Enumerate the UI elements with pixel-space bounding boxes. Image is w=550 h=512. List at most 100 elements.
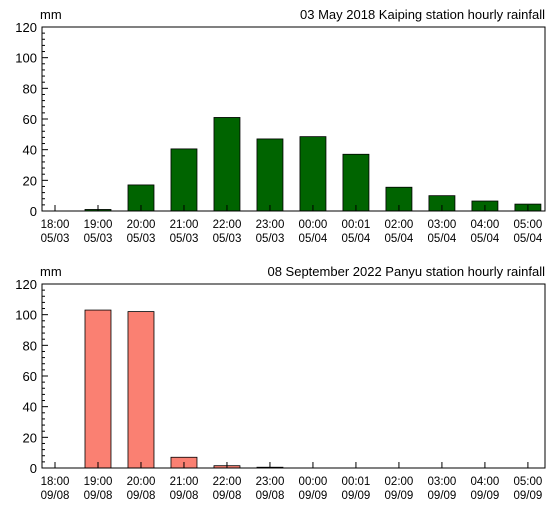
x-tick-label: 21:00 09/08 bbox=[170, 476, 199, 502]
x-tick-time: 18:00 bbox=[41, 476, 70, 488]
x-tick-date: 05/03 bbox=[127, 233, 156, 245]
x-tick-date: 05/03 bbox=[84, 233, 113, 245]
x-tick-time: 20:00 bbox=[127, 476, 156, 488]
x-tick-label: 23:00 09/08 bbox=[256, 476, 285, 502]
x-tick-date: 09/09 bbox=[385, 490, 414, 502]
bar bbox=[127, 184, 155, 212]
x-tick-label: 05:00 05/04 bbox=[514, 219, 543, 245]
x-tick-time: 18:00 bbox=[41, 219, 70, 231]
x-tick-label: 05:00 09/09 bbox=[514, 476, 543, 502]
y-tick-label: 100 bbox=[15, 308, 37, 323]
x-tick-date: 09/09 bbox=[342, 490, 371, 502]
bar bbox=[170, 148, 198, 212]
y-tick-label: 120 bbox=[15, 20, 37, 35]
x-tick-time: 05:00 bbox=[514, 219, 543, 231]
chart-title: 08 September 2022 Panyu station hourly r… bbox=[267, 264, 545, 279]
x-tick-date: 05/04 bbox=[299, 233, 328, 245]
y-tick-label: 40 bbox=[23, 400, 37, 415]
bar bbox=[342, 153, 370, 212]
x-tick-time: 05:00 bbox=[514, 476, 543, 488]
x-tick-date: 09/09 bbox=[514, 490, 543, 502]
x-tick-date: 05/04 bbox=[514, 233, 543, 245]
x-tick-time: 23:00 bbox=[256, 219, 285, 231]
plot-frame bbox=[41, 283, 546, 469]
x-tick-time: 00:00 bbox=[299, 219, 328, 231]
x-tick-label: 00:01 09/09 bbox=[342, 476, 371, 502]
x-tick-date: 05/03 bbox=[256, 233, 285, 245]
x-tick-time: 19:00 bbox=[84, 476, 113, 488]
y-tick-label: 80 bbox=[23, 338, 37, 353]
x-tick-time: 02:00 bbox=[385, 476, 414, 488]
y-tick-label: 100 bbox=[15, 51, 37, 66]
bar bbox=[299, 136, 327, 212]
x-tick-date: 05/03 bbox=[41, 233, 70, 245]
chart-title: 03 May 2018 Kaiping station hourly rainf… bbox=[300, 7, 545, 22]
x-tick-time: 03:00 bbox=[428, 476, 457, 488]
x-tick-time: 04:00 bbox=[471, 219, 500, 231]
x-tick-date: 09/08 bbox=[127, 490, 156, 502]
x-tick-time: 19:00 bbox=[84, 219, 113, 231]
x-tick-time: 04:00 bbox=[471, 476, 500, 488]
x-tick-time: 00:01 bbox=[342, 219, 371, 231]
x-tick-label: 19:00 05/03 bbox=[84, 219, 113, 245]
x-tick-label: 00:00 05/04 bbox=[299, 219, 328, 245]
x-tick-time: 20:00 bbox=[127, 219, 156, 231]
x-tick-date: 09/08 bbox=[84, 490, 113, 502]
y-tick-label: 40 bbox=[23, 143, 37, 158]
x-tick-date: 09/09 bbox=[428, 490, 457, 502]
x-tick-date: 05/04 bbox=[471, 233, 500, 245]
x-tick-date: 09/08 bbox=[41, 490, 70, 502]
x-tick-date: 09/08 bbox=[256, 490, 285, 502]
bar bbox=[84, 309, 112, 469]
y-axis-unit-label: mm bbox=[40, 7, 62, 22]
x-tick-date: 05/03 bbox=[170, 233, 199, 245]
x-tick-time: 22:00 bbox=[213, 219, 242, 231]
chart-panel-1: 03 May 2018 Kaiping station hourly rainf… bbox=[15, 7, 546, 245]
x-tick-date: 05/04 bbox=[385, 233, 414, 245]
y-tick-label: 80 bbox=[23, 81, 37, 96]
x-tick-label: 03:00 09/09 bbox=[428, 476, 457, 502]
x-tick-label: 20:00 09/08 bbox=[127, 476, 156, 502]
x-tick-time: 00:00 bbox=[299, 476, 328, 488]
x-tick-time: 03:00 bbox=[428, 219, 457, 231]
y-tick-label: 0 bbox=[30, 461, 37, 476]
y-tick-label: 20 bbox=[23, 430, 37, 445]
x-tick-date: 05/03 bbox=[213, 233, 242, 245]
x-tick-label: 22:00 09/08 bbox=[213, 476, 242, 502]
y-tick-label: 60 bbox=[23, 112, 37, 127]
x-tick-label: 03:00 05/04 bbox=[428, 219, 457, 245]
x-tick-label: 04:00 09/09 bbox=[471, 476, 500, 502]
x-tick-date: 05/04 bbox=[342, 233, 371, 245]
x-tick-time: 21:00 bbox=[170, 219, 199, 231]
x-tick-time: 00:01 bbox=[342, 476, 371, 488]
x-tick-date: 09/09 bbox=[471, 490, 500, 502]
y-tick-label: 20 bbox=[23, 173, 37, 188]
x-tick-label: 00:00 09/09 bbox=[299, 476, 328, 502]
x-tick-time: 02:00 bbox=[385, 219, 414, 231]
bar bbox=[256, 138, 284, 212]
y-tick-label: 0 bbox=[30, 204, 37, 219]
y-axis-unit-label: mm bbox=[40, 264, 62, 279]
x-tick-label: 04:00 05/04 bbox=[471, 219, 500, 245]
x-tick-time: 23:00 bbox=[256, 476, 285, 488]
y-tick-label: 120 bbox=[15, 277, 37, 292]
x-tick-label: 20:00 05/03 bbox=[127, 219, 156, 245]
x-tick-label: 18:00 05/03 bbox=[41, 219, 70, 245]
x-tick-label: 23:00 05/03 bbox=[256, 219, 285, 245]
x-tick-date: 05/04 bbox=[428, 233, 457, 245]
x-tick-date: 09/08 bbox=[170, 490, 199, 502]
x-tick-label: 19:00 09/08 bbox=[84, 476, 113, 502]
x-tick-time: 21:00 bbox=[170, 476, 199, 488]
x-tick-date: 09/08 bbox=[213, 490, 242, 502]
y-tick-label: 60 bbox=[23, 369, 37, 384]
plot-frame bbox=[41, 26, 546, 212]
chart-panel-2: 08 September 2022 Panyu station hourly r… bbox=[15, 264, 546, 502]
x-tick-label: 22:00 05/03 bbox=[213, 219, 242, 245]
bar bbox=[213, 117, 241, 212]
x-tick-label: 18:00 09/08 bbox=[41, 476, 70, 502]
x-tick-label: 00:01 05/04 bbox=[342, 219, 371, 245]
x-tick-time: 22:00 bbox=[213, 476, 242, 488]
x-tick-label: 02:00 09/09 bbox=[385, 476, 414, 502]
x-tick-label: 02:00 05/04 bbox=[385, 219, 414, 245]
